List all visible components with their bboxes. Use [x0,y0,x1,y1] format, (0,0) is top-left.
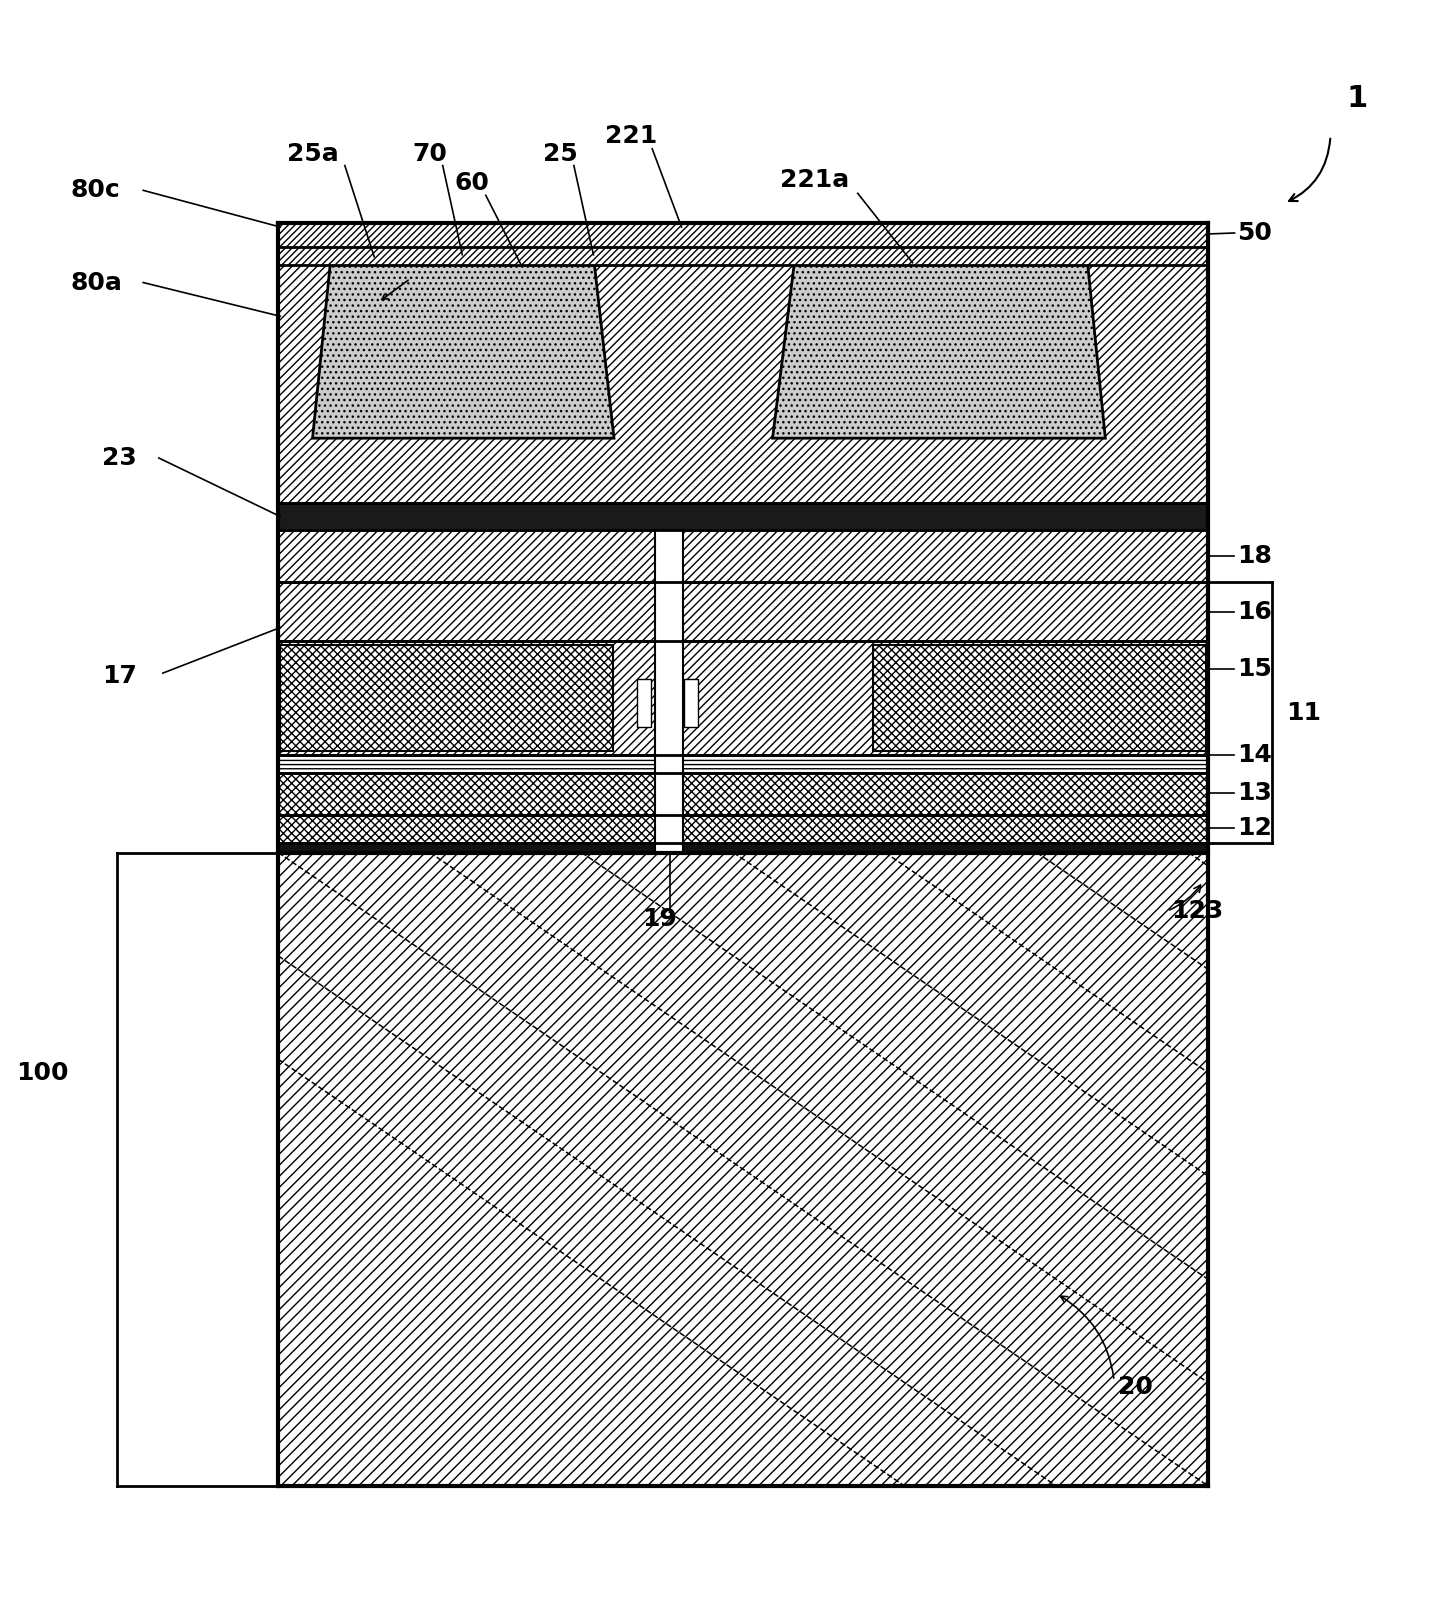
Text: 80c: 80c [71,178,120,202]
Text: 16: 16 [1237,599,1272,624]
Text: 19: 19 [642,906,678,930]
Bar [278,223,1208,247]
Text: 15: 15 [1237,657,1272,681]
FancyArrowPatch shape [1061,1297,1114,1379]
Polygon shape [772,265,1106,439]
Text: 60: 60 [455,172,490,196]
FancyArrowPatch shape [1169,885,1201,910]
Text: 20: 20 [1119,1376,1153,1400]
Text: 1: 1 [1346,84,1368,112]
Text: 23: 23 [101,447,136,469]
Bar [278,582,1208,641]
Bar [278,853,1208,1486]
Text: 123: 123 [1171,898,1223,922]
Text: 70: 70 [413,141,448,166]
Bar [278,503,1208,530]
Text: 50: 50 [1237,222,1272,244]
Bar [278,842,1208,853]
Text: 25a: 25a [287,141,339,166]
Bar [684,680,698,726]
Bar [278,773,1208,815]
FancyArrowPatch shape [1290,138,1330,201]
Text: 100: 100 [16,1061,68,1085]
Bar [278,247,1208,503]
Polygon shape [313,265,614,439]
Bar [655,530,682,853]
Bar [278,223,1208,265]
Text: 80a: 80a [71,270,123,294]
Text: 18: 18 [1237,545,1272,569]
Text: 11: 11 [1287,701,1321,725]
Bar [280,646,613,752]
Bar [638,680,651,726]
Text: 12: 12 [1237,816,1272,840]
Text: 25: 25 [543,141,578,166]
Bar [278,815,1208,842]
Text: 14: 14 [1237,744,1272,768]
Bar [278,755,1208,773]
Bar [278,530,1208,582]
Text: 13: 13 [1237,781,1272,805]
Bar [278,641,1208,755]
Bar [874,646,1206,752]
Text: 17: 17 [101,664,138,688]
Text: 221: 221 [604,124,656,148]
Text: 221a: 221a [780,169,849,193]
